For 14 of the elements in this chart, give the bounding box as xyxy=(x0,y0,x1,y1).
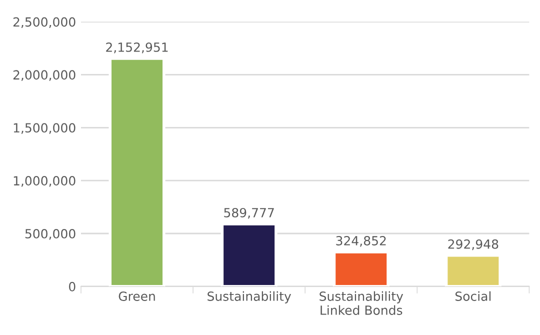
y-tick-label: 1,000,000 xyxy=(14,176,76,187)
data-label: 292,948 xyxy=(448,239,498,250)
x-tick-label: Sustainability Linked Bonds xyxy=(320,291,404,315)
y-tick-label: 1,500,000 xyxy=(14,123,76,134)
x-tick-label: Green xyxy=(118,292,155,301)
y-tick-label: 2,500,000 xyxy=(13,17,76,28)
data-label: 589,777 xyxy=(224,208,274,219)
x-tick-label: Social xyxy=(455,291,491,301)
x-tick-label: Sustainability xyxy=(208,291,292,304)
y-tick-label: 0 xyxy=(69,282,76,292)
data-label: 324,852 xyxy=(336,236,386,247)
y-tick-label: 500,000 xyxy=(25,228,76,240)
data-label: 2,152,951 xyxy=(106,42,168,54)
y-tick-label: 2,000,000 xyxy=(13,70,76,81)
